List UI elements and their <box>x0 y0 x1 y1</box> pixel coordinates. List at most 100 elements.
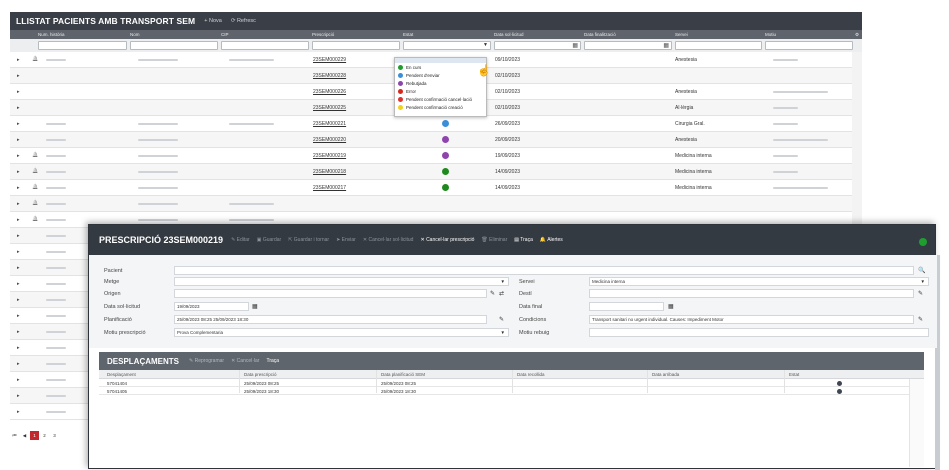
grid-column-header[interactable]: Data prescripció <box>244 372 277 377</box>
data-final-field[interactable] <box>589 302 664 311</box>
condicions-field[interactable]: Transport sanitari no urgent individual.… <box>589 315 914 324</box>
grid-column-header[interactable]: Estat <box>789 372 800 377</box>
gear-icon[interactable]: ⚙ <box>854 32 859 37</box>
column-header[interactable]: Num. història <box>38 32 65 37</box>
filter-date-input[interactable]: ▦ <box>584 41 672 50</box>
grid-column-header[interactable]: Data planificació SEM <box>381 372 426 377</box>
column-header[interactable]: Data sol·licitud <box>494 32 524 37</box>
bell-icon[interactable]: 🔔 <box>32 200 39 206</box>
expand-row-icon[interactable]: ▸ <box>17 89 20 95</box>
expand-row-icon[interactable]: ▸ <box>17 121 20 127</box>
bell-icon[interactable]: 🔔 <box>32 216 39 222</box>
filter-date-input[interactable]: ▦ <box>494 41 581 50</box>
expand-row-icon[interactable]: ▸ <box>17 249 20 255</box>
expand-row-icon[interactable]: ▸ <box>17 377 20 383</box>
list-scrollbar[interactable] <box>852 52 862 302</box>
calendar-icon[interactable]: ▦ <box>663 43 669 49</box>
page-button[interactable]: 3 <box>53 432 56 438</box>
expand-row-icon[interactable]: ▸ <box>17 153 20 159</box>
table-row[interactable]: ▸ 23SEM000221 26/09/2023 Cirurgia Gral. <box>10 116 862 132</box>
estat-filter-select[interactable]: ▼ <box>403 41 491 50</box>
first-page-button[interactable]: ⏮ <box>12 432 17 438</box>
expand-row-icon[interactable]: ▸ <box>17 297 20 303</box>
prescription-link[interactable]: 23SEM000226 <box>313 89 347 95</box>
prescription-link[interactable]: 23SEM000218 <box>313 169 347 175</box>
planificacio-field[interactable]: 25/09/2023 08:25 25/09/2023 18:30 <box>174 315 487 324</box>
estat-option[interactable]: Error <box>395 87 486 95</box>
eliminar-button[interactable]: 🗑 Eliminar <box>481 237 508 243</box>
bell-icon[interactable]: 🔔 <box>32 168 39 174</box>
swap-icon[interactable]: ⇄ <box>499 291 505 297</box>
bell-icon[interactable]: 🔔 <box>32 56 39 62</box>
prev-page-button[interactable]: ◀ <box>22 432 27 438</box>
expand-row-icon[interactable]: ▸ <box>17 105 20 111</box>
grid-column-header[interactable]: Desplaçament <box>107 372 136 377</box>
expand-row-icon[interactable]: ▸ <box>17 233 20 239</box>
search-icon[interactable]: 🔍 <box>918 268 926 274</box>
calendar-icon[interactable]: ▦ <box>572 43 578 49</box>
expand-row-icon[interactable]: ▸ <box>17 201 20 207</box>
cancel-lar-prescripci--button[interactable]: ✕ Cancel·lar prescripció <box>420 237 475 243</box>
calendar-icon[interactable]: ▦ <box>668 304 674 310</box>
expand-row-icon[interactable]: ▸ <box>17 169 20 175</box>
page-button[interactable]: 2 <box>43 432 46 438</box>
filter-input[interactable] <box>221 41 309 50</box>
data-solicitud-field[interactable]: 19/09/2023 <box>174 302 249 311</box>
expand-row-icon[interactable]: ▸ <box>17 409 20 415</box>
expand-row-icon[interactable]: ▸ <box>17 281 20 287</box>
prescription-link[interactable]: 23SEM000217 <box>313 185 347 191</box>
table-row[interactable]: ▸ 🔔 23SEM000219 19/09/2023 Medicina interna <box>10 148 862 164</box>
expand-row-icon[interactable]: ▸ <box>17 345 20 351</box>
guardar-i-tornar-button[interactable]: ⇱ Guardar i tornar <box>288 237 330 243</box>
estat-option[interactable]: Rebutjada <box>395 79 486 87</box>
table-row[interactable]: 57041405 25/09/2023 18:30 25/09/2023 18:30 <box>99 387 924 395</box>
prescription-link[interactable]: 23SEM000228 <box>313 73 347 79</box>
enviar-button[interactable]: ➤ Enviar <box>336 237 356 243</box>
filter-input[interactable] <box>38 41 127 50</box>
tra-a-button[interactable]: ▤ Traça <box>514 237 533 243</box>
column-header[interactable]: Estat <box>403 32 414 37</box>
expand-row-icon[interactable]: ▸ <box>17 185 20 191</box>
table-row[interactable]: 57041404 25/09/2023 08:25 25/09/2023 08:25 <box>99 379 924 387</box>
expand-row-icon[interactable]: ▸ <box>17 393 20 399</box>
estat-option[interactable]: Pendent d'enviar <box>395 71 486 79</box>
edit-icon[interactable]: ✎ <box>918 291 924 297</box>
table-row[interactable]: ▸ 🔔 <box>10 196 862 212</box>
grid-scrollbar[interactable] <box>909 379 924 467</box>
column-header[interactable]: CIP <box>221 32 229 37</box>
expand-row-icon[interactable]: ▸ <box>17 73 20 79</box>
expand-row-icon[interactable]: ▸ <box>17 313 20 319</box>
estat-option[interactable]: Pendent confirmació creació <box>395 103 486 111</box>
new-button[interactable]: + Nova <box>204 18 222 24</box>
expand-row-icon[interactable]: ▸ <box>17 329 20 335</box>
estat-option[interactable]: Pendent confirmació cancel·lació <box>395 95 486 103</box>
expand-row-icon[interactable]: ▸ <box>17 57 20 63</box>
column-header[interactable]: Servei <box>675 32 688 37</box>
bell-icon[interactable]: 🔔 <box>32 184 39 190</box>
grid-column-header[interactable]: Data arribada <box>652 372 680 377</box>
column-header[interactable]: Motiu <box>765 32 777 37</box>
estat-dropdown-selected[interactable] <box>395 58 486 63</box>
desti-field[interactable] <box>589 289 914 298</box>
alertes-button[interactable]: 🔔 Alertes <box>539 237 563 243</box>
expand-row-icon[interactable]: ▸ <box>17 137 20 143</box>
table-row[interactable]: ▸ 🔔 23SEM000217 14/09/2023 Medicina interna <box>10 180 862 196</box>
motiu-prescripcio-select[interactable]: Prova Complementaria ▼ <box>174 328 509 337</box>
editar-button[interactable]: ✎ Editar <box>231 237 250 243</box>
prescription-link[interactable]: 23SEM000229 <box>313 57 347 63</box>
metge-select[interactable]: ▼ <box>174 277 509 286</box>
filter-input[interactable] <box>312 41 400 50</box>
tra-a-button[interactable]: Traça <box>266 358 280 364</box>
prescription-link[interactable]: 23SEM000220 <box>313 137 347 143</box>
page-button[interactable]: 1 <box>30 430 39 440</box>
column-header[interactable]: Nom <box>130 32 140 37</box>
estat-option[interactable]: En curs <box>395 63 486 71</box>
edit-icon[interactable]: ✎ <box>499 317 505 323</box>
calendar-icon[interactable]: ▦ <box>252 304 258 310</box>
column-header[interactable]: Prescripció <box>312 32 335 37</box>
prescription-link[interactable]: 23SEM000219 <box>313 153 347 159</box>
prescription-link[interactable]: 23SEM000221 <box>313 121 347 127</box>
bell-icon[interactable]: 🔔 <box>32 152 39 158</box>
column-header[interactable]: Data finalització <box>584 32 616 37</box>
edit-icon[interactable]: ✎ <box>490 291 496 297</box>
